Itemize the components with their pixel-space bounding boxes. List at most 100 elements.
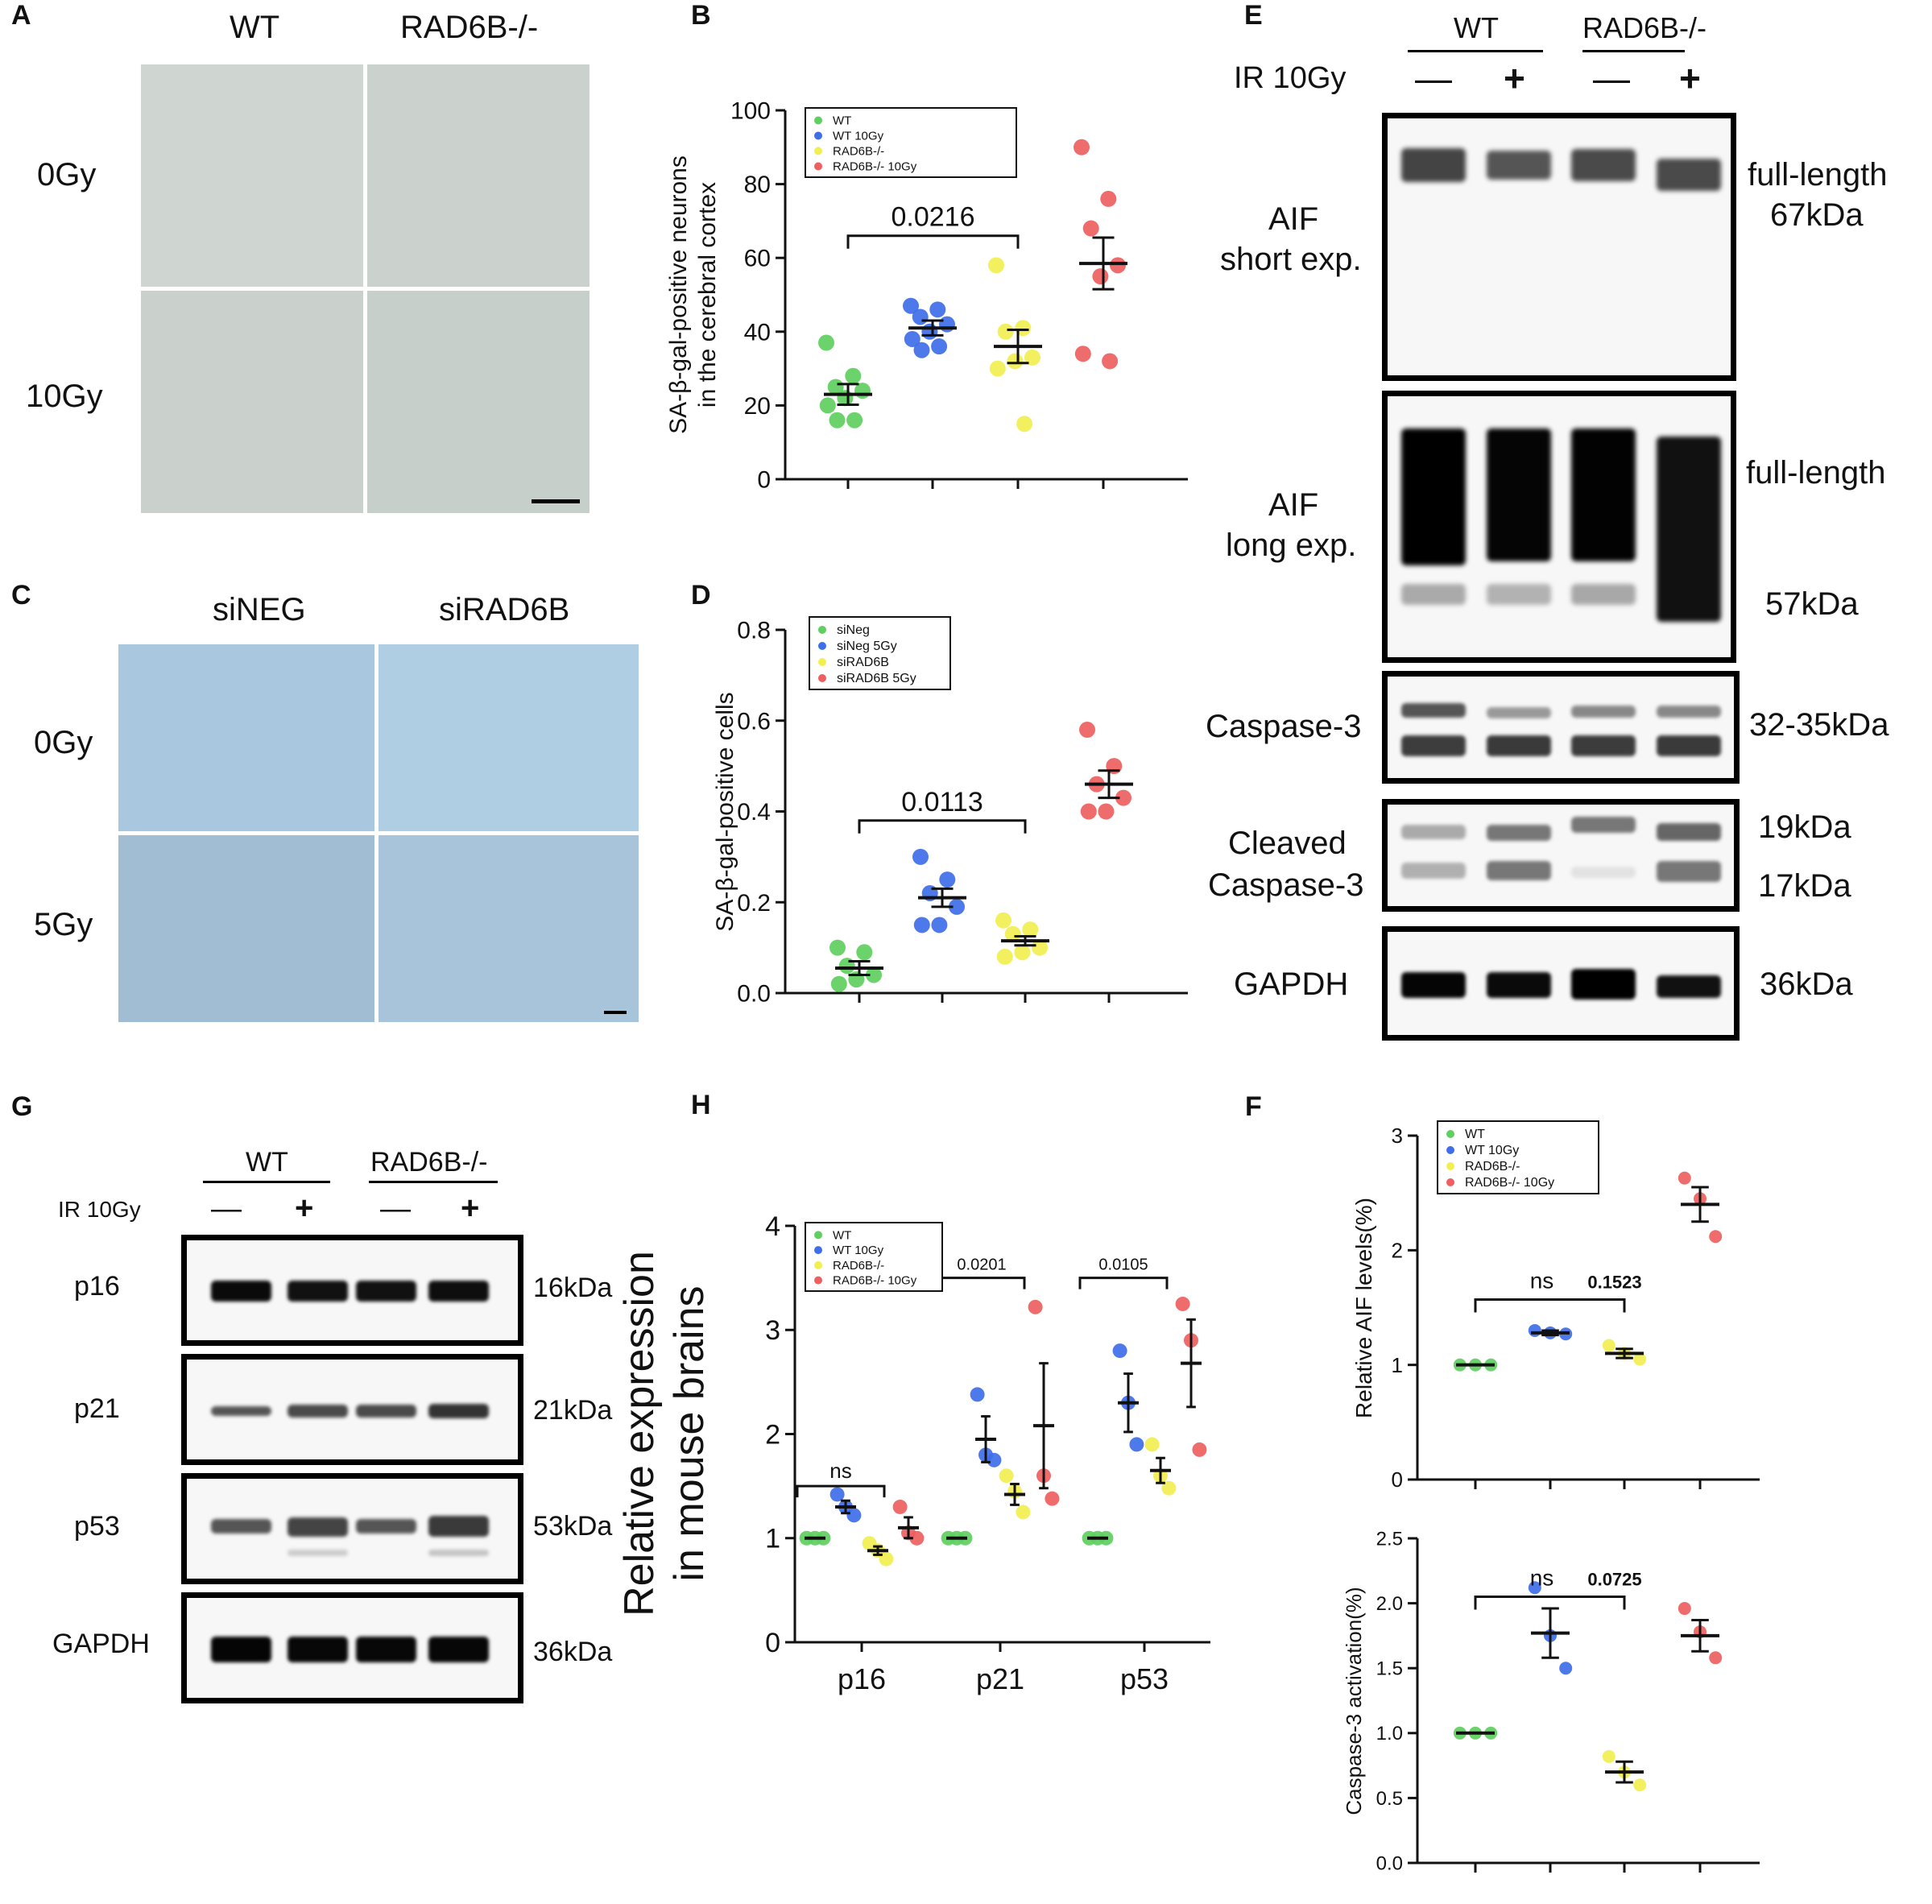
band <box>1487 151 1551 180</box>
g-p21-kda: 21kDa <box>533 1395 613 1426</box>
F2-y-tick-label: 2.5 <box>1376 1528 1403 1550</box>
band <box>1487 735 1551 756</box>
D-bracket-label: 0.0113 <box>901 787 983 817</box>
band <box>1657 975 1721 998</box>
B-y-tick-label: 20 <box>744 393 771 420</box>
H-point <box>999 1468 1014 1484</box>
panel-g-group-wt: WT <box>246 1147 288 1178</box>
band <box>288 1281 348 1302</box>
B-legend-label: RAD6B-/- 10Gy <box>833 160 917 174</box>
blot-cleaved-caspase3 <box>1382 799 1740 912</box>
F2-bracket-pvalue: 0.0725 <box>1587 1570 1641 1590</box>
B-point <box>989 360 1006 377</box>
D-y-tick-label: 0.2 <box>737 890 771 917</box>
band <box>288 1550 348 1556</box>
panel-e-letter: E <box>1244 0 1263 31</box>
D-point <box>931 917 948 933</box>
band <box>1657 437 1721 622</box>
micrograph-wt-0gy <box>141 64 363 287</box>
band <box>1657 861 1721 882</box>
blot-p53 <box>181 1473 523 1584</box>
band <box>1657 706 1721 718</box>
g-p21-label: p21 <box>74 1393 120 1424</box>
H-point <box>1161 1480 1177 1496</box>
H-point <box>1016 1505 1031 1520</box>
panel-g-sign-3: — <box>380 1192 411 1226</box>
blot-aif-short <box>1382 113 1736 381</box>
panel-g-sign-1: — <box>211 1192 242 1226</box>
band <box>1487 428 1551 561</box>
B-legend-label: WT 10Gy <box>833 130 884 143</box>
H-x-tick-label: p21 <box>976 1662 1024 1695</box>
band <box>356 1281 416 1302</box>
B-y-tick-label: 100 <box>730 98 771 125</box>
band <box>1401 735 1466 756</box>
F1-legend-label: RAD6B-/- 10Gy <box>1465 1176 1554 1190</box>
band <box>428 1516 489 1537</box>
band <box>1571 735 1636 756</box>
H-point <box>846 1508 862 1523</box>
D-point <box>1115 789 1131 806</box>
H-bracket <box>937 1277 1026 1289</box>
B-y-tick-label: 60 <box>744 246 771 272</box>
B-panel-letter: B <box>691 0 711 31</box>
blot-p21 <box>181 1354 523 1465</box>
H-legend-marker <box>814 1246 822 1255</box>
F1-legend-marker <box>1446 1162 1454 1170</box>
F1-point <box>1633 1352 1647 1366</box>
H-y-axis-label: Relative expression <box>616 1251 663 1616</box>
B-point <box>1082 220 1099 237</box>
e-aif-short-label2: short exp. <box>1220 242 1362 277</box>
B-point <box>1007 353 1024 370</box>
B-point <box>997 323 1014 340</box>
B-point <box>929 301 946 318</box>
H-point <box>1045 1491 1060 1506</box>
B-point <box>903 297 919 314</box>
F2-y-tick-label: 1.5 <box>1376 1658 1403 1680</box>
H-y-tick-label: 2 <box>765 1419 780 1450</box>
F1-bracket-pvalue: 0.1523 <box>1587 1273 1641 1293</box>
band <box>356 1637 416 1662</box>
F1-legend-label: RAD6B-/- <box>1465 1160 1520 1173</box>
band <box>211 1281 271 1302</box>
H-y-axis-label: in mouse brains <box>666 1285 713 1581</box>
F1-point <box>1678 1171 1691 1185</box>
band <box>211 1637 271 1662</box>
e-caspase3-right: 32-35kDa <box>1749 707 1889 743</box>
e-gapdh-label: GAPDH <box>1234 966 1349 1002</box>
panel-e-ir-label: IR 10Gy <box>1234 61 1347 95</box>
B-point <box>939 316 955 333</box>
micrograph-wt-10gy <box>141 291 363 513</box>
panel-c-row-0gy: 0Gy <box>34 725 93 760</box>
blot-p16 <box>181 1235 523 1346</box>
e-cleaved-right2: 17kDa <box>1758 868 1851 904</box>
D-point <box>1014 944 1031 961</box>
H-point <box>829 1487 845 1502</box>
panel-e-rad6b-line <box>1582 50 1685 52</box>
D-point <box>856 944 873 961</box>
F1-panel-letter: F <box>1245 1091 1262 1122</box>
B-point <box>1110 257 1126 274</box>
F2-y-axis-label: Caspase-3 activation(%) <box>1342 1587 1366 1815</box>
D-point <box>1079 722 1095 739</box>
panel-e-sign-4: + <box>1679 57 1701 99</box>
band <box>211 1519 271 1534</box>
H-y-tick-label: 4 <box>765 1211 780 1242</box>
H-point <box>1129 1437 1144 1452</box>
band <box>428 1281 489 1302</box>
F2-point <box>1559 1662 1573 1675</box>
panel-g-sign-2: + <box>295 1190 314 1226</box>
H-point <box>1028 1299 1043 1314</box>
F1-bracket-label: ns <box>1530 1269 1554 1293</box>
e-aif-short-right2: 67kDa <box>1770 197 1864 233</box>
panel-e-group-rad6b: RAD6B-/- <box>1582 11 1707 44</box>
panel-e-group-wt: WT <box>1454 11 1499 44</box>
H-point <box>879 1551 894 1567</box>
D-point <box>1022 921 1039 938</box>
B-point <box>818 334 834 351</box>
H-point <box>892 1499 908 1514</box>
band <box>1401 972 1466 998</box>
band <box>288 1405 348 1418</box>
B-legend-box <box>805 107 1017 178</box>
D-bracket <box>858 819 1027 834</box>
